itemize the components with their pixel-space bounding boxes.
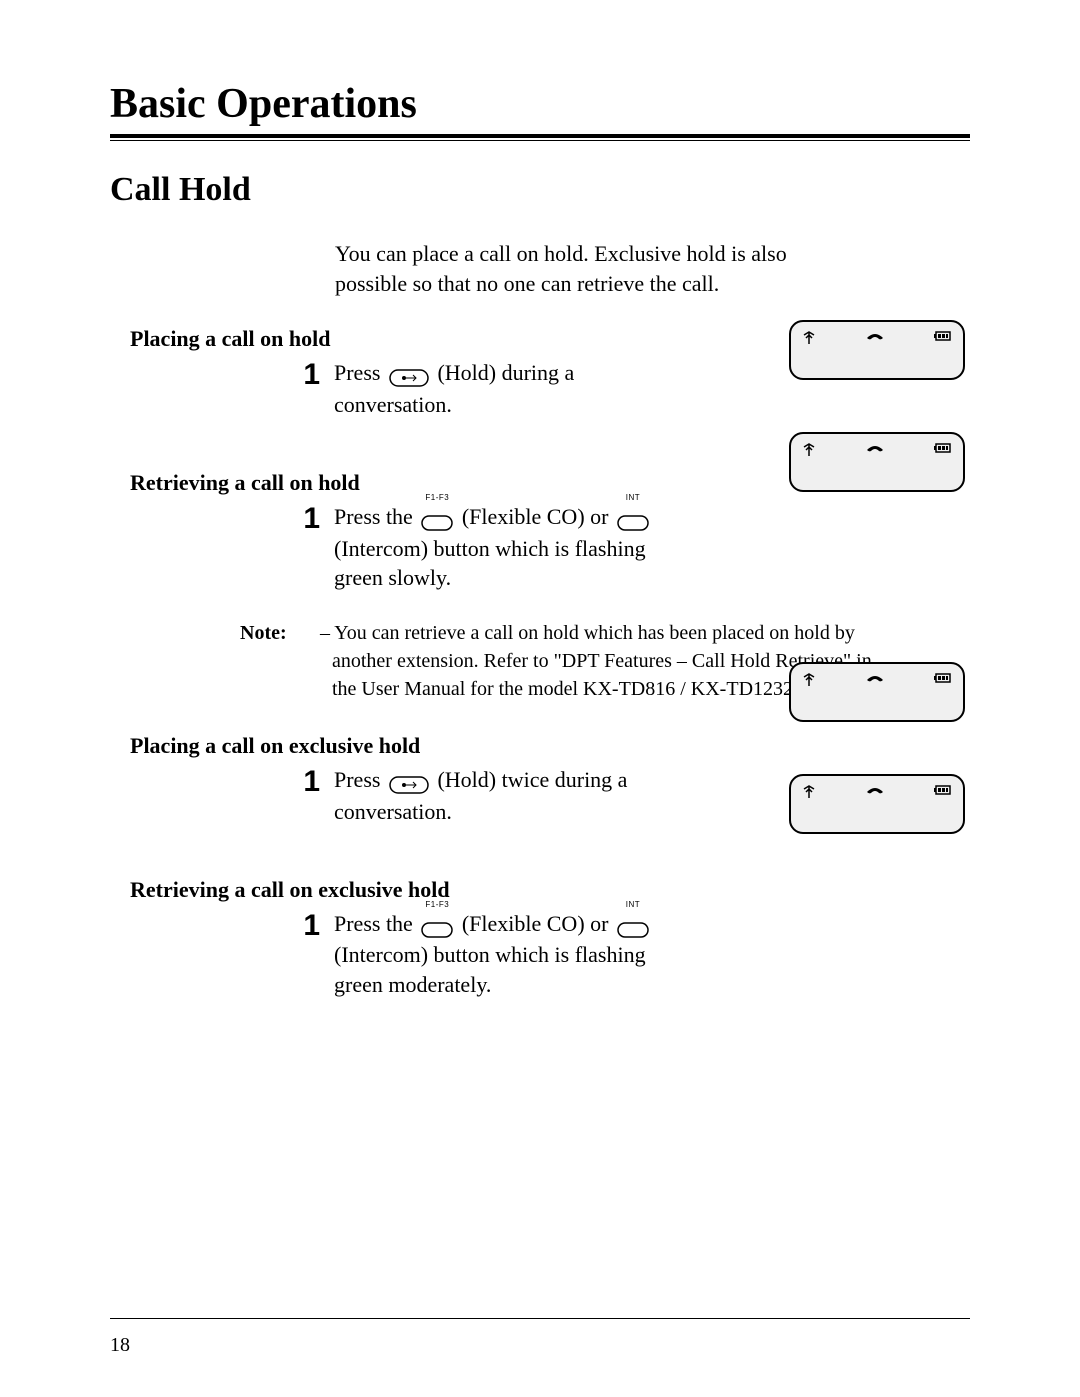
phone-display <box>789 432 965 492</box>
text-fragment: Press the <box>334 911 418 936</box>
step-retrieving: 1 Press the F1-F3 (Flexible CO) or INT (… <box>280 502 970 593</box>
antenna-icon <box>801 784 817 800</box>
step-number: 1 <box>280 502 334 535</box>
handset-icon <box>865 330 885 342</box>
title-rule-thin <box>110 140 970 141</box>
step-text-retrieving: Press the F1-F3 (Flexible CO) or INT (In… <box>334 502 654 593</box>
text-fragment: (Flexible CO) or <box>456 911 614 936</box>
phone-display <box>789 774 965 834</box>
phone-display <box>789 320 965 380</box>
display-figure <box>789 662 965 722</box>
antenna-icon <box>801 672 817 688</box>
step-exclusive-retrieve: 1 Press the F1-F3 (Flexible CO) or INT (… <box>280 909 970 1000</box>
battery-icon <box>933 442 953 454</box>
footer-rule <box>110 1318 970 1319</box>
note-block: Note: – You can retrieve a call on hold … <box>240 619 880 703</box>
main-title: Basic Operations <box>110 80 970 128</box>
intro-text: You can place a call on hold. Exclusive … <box>335 239 855 298</box>
title-rule-thick <box>110 134 970 138</box>
step-text-exclusive-retrieve: Press the F1-F3 (Flexible CO) or INT (In… <box>334 909 654 1000</box>
section-title: Call Hold <box>110 171 970 209</box>
text-fragment: Press <box>334 360 386 385</box>
antenna-icon <box>801 330 817 346</box>
handset-icon <box>865 442 885 454</box>
display-figure <box>789 774 965 834</box>
display-figure <box>789 432 965 492</box>
button-label: F1-F3 <box>421 493 453 504</box>
text-fragment: Press the <box>334 504 418 529</box>
hold-button-icon <box>389 360 429 390</box>
phone-display <box>789 662 965 722</box>
intercom-button-icon: INT <box>617 504 649 534</box>
flexible-co-button-icon: F1-F3 <box>421 911 453 941</box>
handset-icon <box>865 784 885 796</box>
text-fragment: (Intercom) button which is flashing gree… <box>334 536 646 591</box>
intercom-button-icon: INT <box>617 911 649 941</box>
text-fragment: (Intercom) button which is flashing gree… <box>334 942 646 997</box>
manual-page: Basic Operations Call Hold You can place… <box>0 0 1080 1397</box>
subhead-exclusive-place: Placing a call on exclusive hold <box>130 733 970 759</box>
button-label: INT <box>617 900 649 911</box>
text-fragment: Press <box>334 767 386 792</box>
text-fragment: (Flexible CO) or <box>456 504 614 529</box>
display-figure <box>789 320 965 380</box>
battery-icon <box>933 784 953 796</box>
step-number: 1 <box>280 358 334 391</box>
step-text-exclusive-place: Press (Hold) twice during a conversation… <box>334 765 654 826</box>
note-label: Note: <box>240 619 320 703</box>
step-number: 1 <box>280 765 334 798</box>
subhead-exclusive-retrieve: Retrieving a call on exclusive hold <box>130 877 970 903</box>
button-label: F1-F3 <box>421 900 453 911</box>
step-text-placing: Press (Hold) during a conversation. <box>334 358 654 419</box>
antenna-icon <box>801 442 817 458</box>
battery-icon <box>933 672 953 684</box>
flexible-co-button-icon: F1-F3 <box>421 504 453 534</box>
step-number: 1 <box>280 909 334 942</box>
page-number: 18 <box>110 1334 130 1357</box>
button-label: INT <box>617 493 649 504</box>
handset-icon <box>865 672 885 684</box>
hold-button-icon <box>389 767 429 797</box>
battery-icon <box>933 330 953 342</box>
